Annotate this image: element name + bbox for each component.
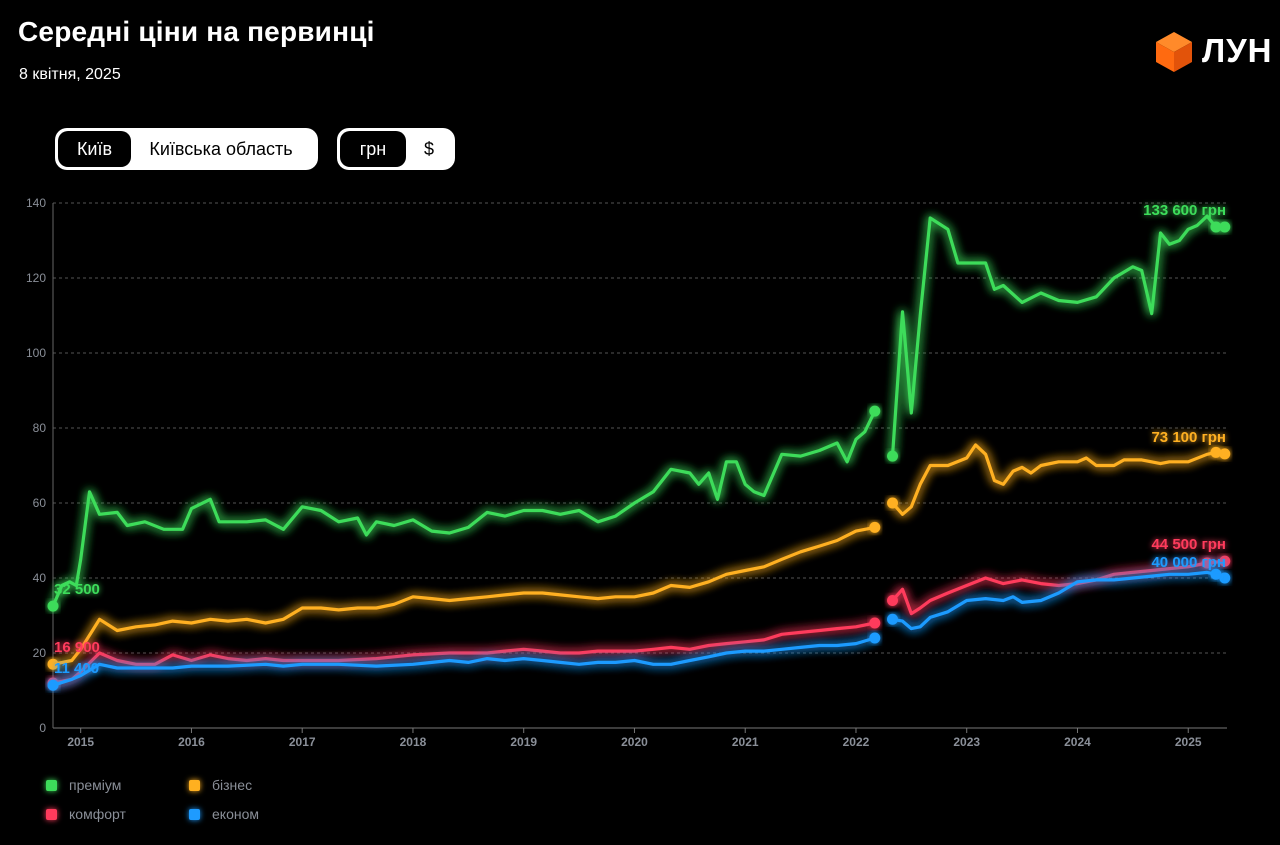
date-label: 8 квітня, 2025 bbox=[19, 66, 121, 83]
legend-item-business[interactable]: бізнес bbox=[189, 777, 252, 793]
series-line-economy bbox=[890, 570, 1227, 631]
x-tick-label: 2015 bbox=[67, 735, 94, 749]
series-point-economy bbox=[47, 679, 59, 691]
x-tick-label: 2019 bbox=[510, 735, 537, 749]
x-tick-label: 2023 bbox=[953, 735, 980, 749]
legend-item-comfort[interactable]: комфорт bbox=[46, 806, 126, 822]
y-tick-label: 100 bbox=[26, 346, 46, 360]
lun-logo: ЛУН bbox=[1154, 30, 1272, 74]
series-end-label-business: 73 100 грн bbox=[1151, 429, 1226, 446]
x-tick-label: 2025 bbox=[1175, 735, 1202, 749]
series-point-comfort bbox=[1201, 557, 1213, 569]
legend-item-economy[interactable]: економ bbox=[189, 806, 259, 822]
series-line-business bbox=[51, 525, 877, 666]
series-line-premium bbox=[890, 214, 1227, 458]
legend-swatch-economy bbox=[189, 808, 200, 820]
y-tick-label: 20 bbox=[33, 646, 47, 660]
series-point-business bbox=[869, 521, 881, 533]
y-tick-label: 80 bbox=[33, 421, 47, 435]
y-tick-label: 0 bbox=[39, 721, 46, 735]
series-line-economy bbox=[51, 636, 877, 687]
series-point-comfort bbox=[869, 617, 881, 629]
x-tick-label: 2022 bbox=[843, 735, 870, 749]
logo-text: ЛУН bbox=[1202, 32, 1273, 69]
series-point-economy bbox=[1210, 568, 1222, 580]
series-point-business bbox=[1219, 448, 1231, 460]
series-start-label-premium: 32 500 bbox=[54, 581, 100, 598]
series-start-label-comfort: 16 900 bbox=[54, 639, 100, 656]
x-tick-label: 2016 bbox=[178, 735, 205, 749]
legend-item-premium[interactable]: преміум bbox=[46, 777, 121, 793]
grid-layer bbox=[53, 202, 1227, 729]
series-end-label-premium: 133 600 грн bbox=[1143, 202, 1226, 219]
legend-label-economy: економ bbox=[212, 806, 259, 822]
legend-swatch-business bbox=[189, 779, 200, 791]
region-option-kyiv-oblast[interactable]: Київська область bbox=[149, 138, 293, 159]
x-tick-label: 2024 bbox=[1064, 735, 1091, 749]
series-end-label-comfort: 44 500 грн bbox=[1151, 536, 1226, 553]
x-tick-label: 2021 bbox=[732, 735, 759, 749]
series-point-business bbox=[887, 497, 899, 509]
region-toggle: Київ Київська область bbox=[55, 128, 318, 170]
series-layer bbox=[47, 214, 1231, 691]
series-line-comfort bbox=[51, 621, 877, 685]
currency-toggle: грн $ bbox=[337, 128, 455, 170]
series-point-premium bbox=[1210, 221, 1222, 233]
series-point-premium bbox=[47, 600, 59, 612]
series-point-business bbox=[1210, 446, 1222, 458]
currency-option-usd[interactable]: $ bbox=[423, 138, 434, 159]
y-tick-label: 60 bbox=[33, 496, 47, 510]
series-point-economy bbox=[887, 613, 899, 625]
series-start-label-economy: 11 400 bbox=[54, 660, 99, 677]
legend-swatch-premium bbox=[46, 779, 57, 791]
series-point-economy bbox=[869, 632, 881, 644]
series-line-business bbox=[890, 443, 1227, 516]
series-line-comfort bbox=[890, 559, 1227, 616]
currency-option-uah[interactable]: грн bbox=[340, 131, 406, 167]
series-end-label-economy: 40 000 грн bbox=[1151, 554, 1226, 571]
series-point-comfort bbox=[1219, 555, 1231, 567]
series-point-premium bbox=[869, 405, 881, 417]
x-tick-label: 2017 bbox=[289, 735, 316, 749]
legend-label-business: бізнес bbox=[212, 777, 253, 793]
region-option-kyiv[interactable]: Київ bbox=[58, 131, 131, 167]
series-point-premium bbox=[1219, 221, 1231, 233]
legend-label-comfort: комфорт bbox=[69, 806, 126, 822]
axis-layer: 0 20 40 60 80 100 120 140 2015 2016 2017 2018 2019 20… bbox=[26, 196, 1202, 749]
cube-logo-icon bbox=[1156, 32, 1192, 72]
series-point-business bbox=[47, 658, 59, 670]
x-tick-label: 2020 bbox=[621, 735, 648, 749]
legend-label-premium: преміум bbox=[69, 777, 122, 793]
series-point-premium bbox=[887, 450, 899, 462]
series-point-economy bbox=[1219, 572, 1231, 584]
page-title: Середні ціни на первинці bbox=[18, 16, 375, 47]
series-line-premium bbox=[51, 409, 877, 608]
y-tick-label: 120 bbox=[26, 271, 46, 285]
y-tick-label: 40 bbox=[33, 571, 47, 585]
label-layer: 133 600 грн 32 500 73 100 грн 44 500 грн 16 … bbox=[54, 202, 1226, 677]
y-tick-label: 140 bbox=[26, 196, 46, 210]
x-tick-label: 2018 bbox=[400, 735, 427, 749]
series-point-comfort bbox=[887, 595, 899, 606]
legend-swatch-comfort bbox=[46, 808, 57, 820]
